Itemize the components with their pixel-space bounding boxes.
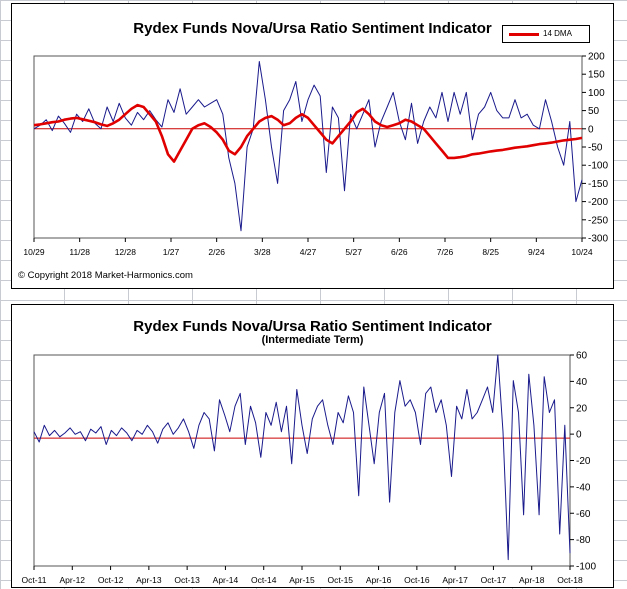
- x-tick-label: 8/25: [482, 247, 499, 257]
- y-tick-label: -50: [588, 143, 603, 154]
- x-tick-label: 9/24: [528, 247, 545, 257]
- y-tick-label: -100: [588, 161, 608, 172]
- legend-swatch-14-dma: [509, 33, 539, 36]
- chart-subtitle: (Intermediate Term): [261, 334, 364, 346]
- x-tick-label: 11/28: [69, 247, 90, 257]
- y-tick-label: 0: [576, 430, 582, 441]
- copyright-text: © Copyright 2018 Market-Harmonics.com: [18, 270, 193, 281]
- y-tick-label: 20: [576, 403, 588, 414]
- x-tick-label: Oct-14: [251, 575, 277, 585]
- x-tick-label: Apr-12: [60, 575, 86, 585]
- y-tick-label: 200: [588, 52, 605, 63]
- chart-title: Rydex Funds Nova/Ursa Ratio Sentiment In…: [133, 20, 492, 37]
- chart-panel-short-term: Rydex Funds Nova/Ursa Ratio Sentiment In…: [11, 3, 614, 289]
- y-tick-label: -60: [576, 509, 591, 520]
- y-tick-label: -20: [576, 456, 591, 467]
- chart-panel-intermediate-term: Rydex Funds Nova/Ursa Ratio Sentiment In…: [11, 304, 614, 588]
- y-tick-label: -300: [588, 234, 608, 245]
- x-tick-label: Oct-16: [404, 575, 430, 585]
- chart-plot-intermediate-term: 60 40 20 0 -20 -40 -60 -80 -100 Oct-11 Apr-12 Oct-1…: [22, 351, 597, 586]
- series-line-14-dma: [33, 103, 583, 163]
- plot-area: [33, 354, 571, 567]
- x-tick-label: 4/27: [300, 247, 317, 257]
- x-tick-label: 1/27: [163, 247, 180, 257]
- y-tick-label: 0: [588, 124, 594, 135]
- y-tick-label: -80: [576, 535, 591, 546]
- x-tick-label: Apr-15: [289, 575, 315, 585]
- y-tick-label: -40: [576, 482, 591, 493]
- x-tick-label: 6/26: [391, 247, 408, 257]
- series-line-raw: [33, 61, 583, 232]
- x-tick-label: Apr-13: [136, 575, 162, 585]
- y-tick-label: -250: [588, 215, 608, 226]
- y-tick-label: 60: [576, 351, 588, 362]
- x-tick-label: 2/26: [208, 247, 225, 257]
- x-tick-label: Apr-17: [442, 575, 468, 585]
- y-tick-label: 100: [588, 88, 605, 99]
- chart-legend: 14 DMA: [502, 25, 590, 43]
- y-tick-label: 150: [588, 70, 605, 81]
- x-tick-label: Oct-18: [557, 575, 583, 585]
- legend-label-14-dma: 14 DMA: [543, 29, 572, 38]
- x-tick-label: 3/28: [254, 247, 271, 257]
- x-tick-label: Apr-14: [213, 575, 239, 585]
- x-tick-label: Apr-16: [366, 575, 392, 585]
- x-tick-label: 5/27: [345, 247, 362, 257]
- y-tick-label: -100: [576, 562, 596, 573]
- x-tick-label: Oct-13: [174, 575, 200, 585]
- x-tick-label: 12/28: [115, 247, 137, 257]
- chart-title: Rydex Funds Nova/Ursa Ratio Sentiment In…: [133, 318, 492, 335]
- x-tick-label: Oct-15: [328, 575, 354, 585]
- x-tick-label: Oct-11: [22, 575, 47, 585]
- x-tick-label: 10/24: [571, 247, 593, 257]
- y-tick-label: -150: [588, 179, 608, 190]
- y-tick-label: 50: [588, 106, 600, 117]
- x-tick-label: Apr-18: [519, 575, 545, 585]
- plot-area: [33, 55, 583, 239]
- x-tick-label: 10/29: [23, 247, 45, 257]
- x-tick-label: Oct-12: [98, 575, 124, 585]
- x-tick-label: 7/26: [437, 247, 454, 257]
- y-tick-label: 40: [576, 377, 588, 388]
- series-line-raw: [33, 354, 571, 561]
- chart-plot-short-term: 200 150 100 50 0 -50 -100 -150 -200 -250 -300 10/29…: [23, 52, 608, 258]
- y-tick-label: -200: [588, 197, 608, 208]
- x-tick-label: Oct-17: [481, 575, 507, 585]
